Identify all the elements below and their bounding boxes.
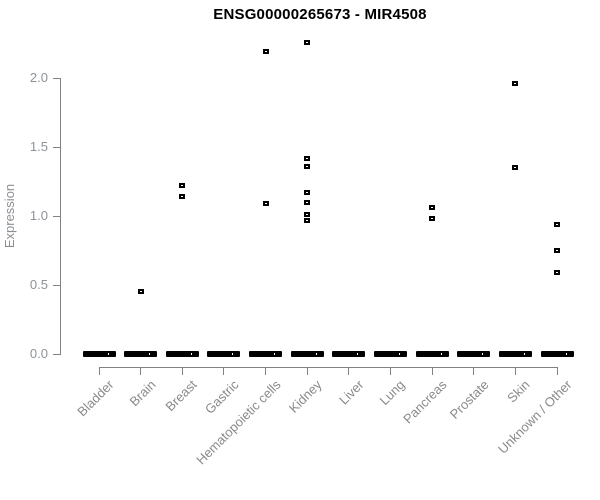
zero-cluster-dash <box>498 351 532 357</box>
zero-cluster-dash <box>82 351 116 357</box>
y-tick-label: 0.0 <box>29 346 48 361</box>
x-tick <box>140 368 142 375</box>
x-tick <box>348 368 350 375</box>
x-axis-line <box>99 367 558 368</box>
zero-cluster-dash <box>249 351 283 357</box>
data-point <box>429 216 436 222</box>
x-tick <box>181 368 183 375</box>
zero-cluster-dash <box>207 351 241 357</box>
data-point <box>304 163 311 169</box>
y-tick <box>53 146 60 148</box>
zero-cluster-dash <box>290 351 324 357</box>
data-point <box>554 270 561 276</box>
zero-cluster-dash <box>415 351 449 357</box>
data-point <box>304 217 311 223</box>
data-point <box>429 205 436 211</box>
data-point <box>137 289 144 295</box>
x-tick <box>265 368 267 375</box>
data-point <box>304 190 311 196</box>
y-tick <box>53 77 60 79</box>
data-point <box>512 81 519 87</box>
x-tick <box>98 368 100 375</box>
y-tick <box>53 284 60 286</box>
zero-cluster-dash <box>540 351 574 357</box>
data-point <box>554 221 561 227</box>
data-point <box>512 165 519 171</box>
zero-cluster-dash <box>124 351 158 357</box>
data-point <box>262 49 269 55</box>
y-tick-label: 1.5 <box>29 139 48 154</box>
chart-title: ENSG00000265673 - MIR4508 <box>213 6 427 23</box>
data-point <box>554 248 561 253</box>
x-tick <box>556 368 558 375</box>
data-point <box>179 183 186 189</box>
zero-cluster-dash <box>165 351 199 357</box>
data-point <box>304 155 311 161</box>
x-tick <box>431 368 433 375</box>
data-point <box>304 39 311 45</box>
y-tick <box>53 353 60 355</box>
data-point <box>179 194 186 200</box>
x-tick <box>223 368 225 375</box>
y-tick-label: 0.5 <box>29 277 48 292</box>
data-point <box>262 201 269 207</box>
y-tick-label: 1.0 <box>29 208 48 223</box>
data-point <box>304 199 311 205</box>
y-tick-label: 2.0 <box>29 70 48 85</box>
zero-cluster-dash <box>457 351 491 357</box>
x-tick <box>473 368 475 375</box>
x-tick <box>514 368 516 375</box>
x-tick <box>306 368 308 375</box>
y-tick <box>53 215 60 217</box>
zero-cluster-dash <box>332 351 366 357</box>
data-point <box>304 212 311 218</box>
zero-cluster-dash <box>373 351 407 357</box>
y-axis-line <box>60 78 61 355</box>
x-tick <box>389 368 391 375</box>
